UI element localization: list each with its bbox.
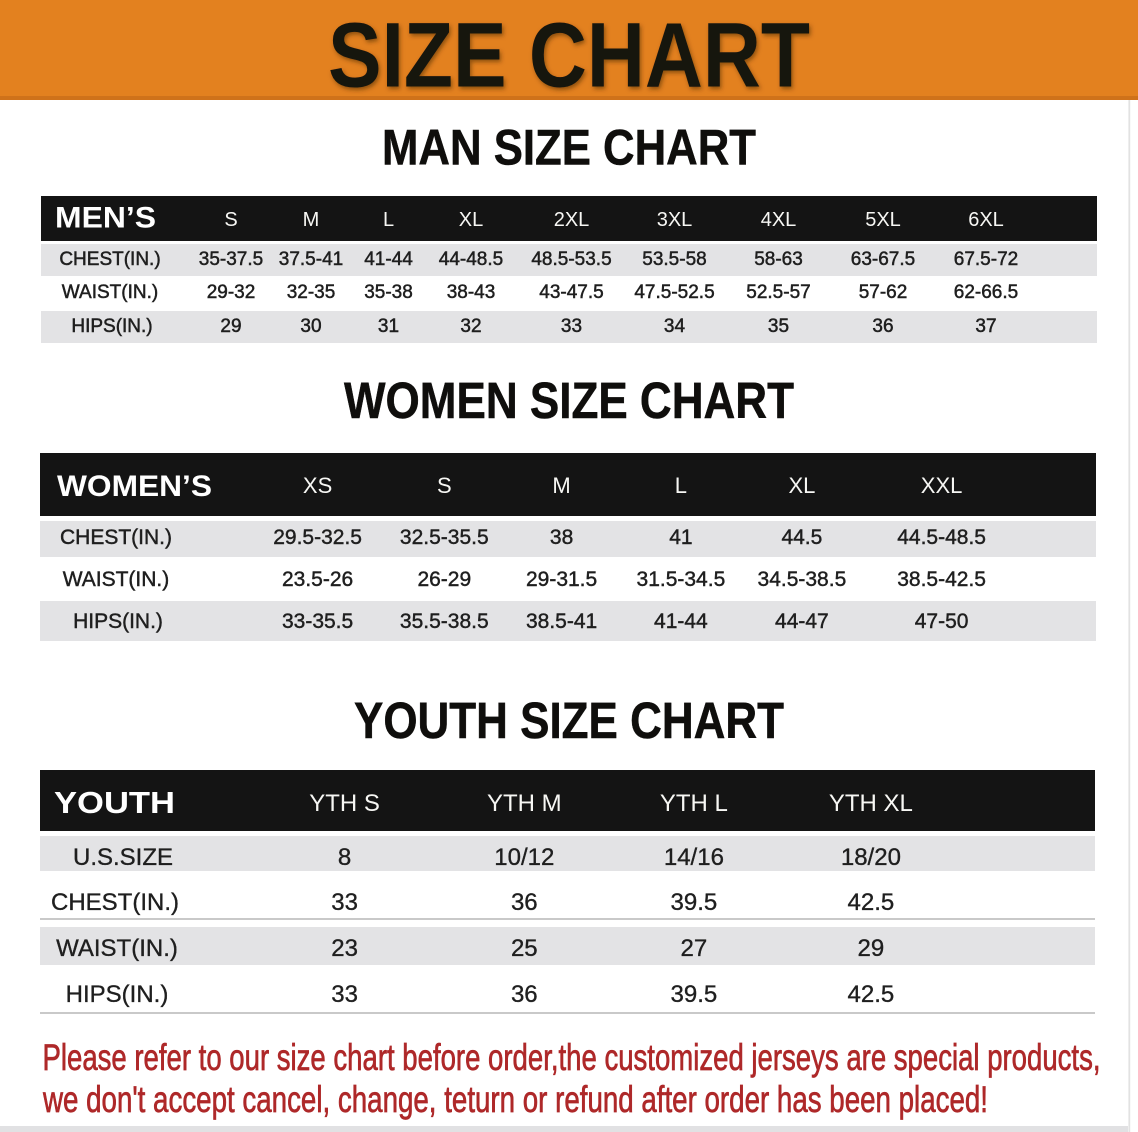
svg-text:M: M xyxy=(552,473,570,498)
svg-text:S: S xyxy=(224,209,237,231)
svg-text:MEN’S: MEN’S xyxy=(55,202,156,235)
svg-text:L: L xyxy=(383,209,394,231)
svg-text:18/20: 18/20 xyxy=(841,844,901,871)
svg-text:3XL: 3XL xyxy=(657,209,693,231)
svg-text:31.5-34.5: 31.5-34.5 xyxy=(637,568,726,591)
svg-text:6XL: 6XL xyxy=(968,209,1004,231)
svg-text:29: 29 xyxy=(220,316,241,337)
svg-text:CHEST(IN.): CHEST(IN.) xyxy=(51,889,179,916)
svg-text:XS: XS xyxy=(303,473,332,498)
svg-text:we don't accept cancel, change: we don't accept cancel, change, teturn o… xyxy=(42,1079,988,1120)
svg-text:SIZE CHART: SIZE CHART xyxy=(328,5,810,107)
svg-text:32-35: 32-35 xyxy=(287,282,336,303)
svg-text:YTH M: YTH M xyxy=(487,790,562,817)
svg-text:33: 33 xyxy=(331,981,358,1008)
svg-text:U.S.SIZE: U.S.SIZE xyxy=(73,844,173,871)
svg-text:25: 25 xyxy=(511,935,538,962)
svg-text:HIPS(IN.): HIPS(IN.) xyxy=(71,316,152,337)
svg-text:57-62: 57-62 xyxy=(859,282,908,303)
svg-text:33-35.5: 33-35.5 xyxy=(282,610,353,633)
svg-text:10/12: 10/12 xyxy=(494,844,554,871)
svg-text:38.5-42.5: 38.5-42.5 xyxy=(897,568,986,591)
svg-text:62-66.5: 62-66.5 xyxy=(954,282,1018,303)
svg-text:37: 37 xyxy=(975,316,996,337)
svg-text:42.5: 42.5 xyxy=(848,889,895,916)
svg-text:63-67.5: 63-67.5 xyxy=(851,249,915,270)
svg-text:47-50: 47-50 xyxy=(915,610,969,633)
svg-text:26-29: 26-29 xyxy=(417,568,471,591)
svg-text:36: 36 xyxy=(511,889,538,916)
svg-text:53.5-58: 53.5-58 xyxy=(642,249,706,270)
svg-text:35: 35 xyxy=(768,316,789,337)
svg-text:27: 27 xyxy=(681,935,708,962)
svg-text:WAIST(IN.): WAIST(IN.) xyxy=(63,568,170,591)
svg-text:5XL: 5XL xyxy=(865,209,901,231)
svg-text:36: 36 xyxy=(872,316,893,337)
svg-text:HIPS(IN.): HIPS(IN.) xyxy=(73,610,163,633)
svg-text:CHEST(IN.): CHEST(IN.) xyxy=(59,249,160,270)
svg-text:37.5-41: 37.5-41 xyxy=(279,249,343,270)
svg-text:39.5: 39.5 xyxy=(671,981,718,1008)
svg-text:14/16: 14/16 xyxy=(664,844,724,871)
svg-text:48.5-53.5: 48.5-53.5 xyxy=(531,249,611,270)
svg-text:41-44: 41-44 xyxy=(654,610,708,633)
svg-text:WOMEN SIZE CHART: WOMEN SIZE CHART xyxy=(344,372,794,429)
svg-text:23: 23 xyxy=(331,935,358,962)
svg-text:WOMEN’S: WOMEN’S xyxy=(57,470,212,503)
svg-text:Please refer to our size chart: Please refer to our size chart before or… xyxy=(43,1037,1101,1078)
svg-text:S: S xyxy=(437,473,452,498)
svg-text:58-63: 58-63 xyxy=(754,249,803,270)
svg-text:47.5-52.5: 47.5-52.5 xyxy=(634,282,714,303)
svg-text:35-38: 35-38 xyxy=(364,282,413,303)
svg-text:41: 41 xyxy=(669,526,692,549)
svg-text:44.5: 44.5 xyxy=(781,526,822,549)
svg-text:35-37.5: 35-37.5 xyxy=(199,249,263,270)
svg-text:XL: XL xyxy=(459,209,483,231)
svg-text:52.5-57: 52.5-57 xyxy=(746,282,810,303)
svg-text:29: 29 xyxy=(858,935,885,962)
svg-text:WAIST(IN.): WAIST(IN.) xyxy=(62,282,158,303)
svg-text:34.5-38.5: 34.5-38.5 xyxy=(758,568,847,591)
svg-text:44-47: 44-47 xyxy=(775,610,829,633)
svg-text:XL: XL xyxy=(788,473,815,498)
svg-text:CHEST(IN.): CHEST(IN.) xyxy=(60,526,172,549)
svg-text:42.5: 42.5 xyxy=(848,981,895,1008)
svg-text:2XL: 2XL xyxy=(554,209,590,231)
svg-text:44-48.5: 44-48.5 xyxy=(439,249,503,270)
svg-text:MAN SIZE CHART: MAN SIZE CHART xyxy=(382,120,756,176)
svg-text:YOUTH: YOUTH xyxy=(54,785,175,820)
svg-text:29-31.5: 29-31.5 xyxy=(526,568,597,591)
svg-text:XXL: XXL xyxy=(921,473,963,498)
svg-text:38-43: 38-43 xyxy=(447,282,496,303)
svg-text:L: L xyxy=(675,473,687,498)
svg-text:29-32: 29-32 xyxy=(207,282,256,303)
svg-text:29.5-32.5: 29.5-32.5 xyxy=(273,526,362,549)
svg-text:41-44: 41-44 xyxy=(364,249,413,270)
svg-text:23.5-26: 23.5-26 xyxy=(282,568,353,591)
svg-text:31: 31 xyxy=(378,316,399,337)
svg-text:32.5-35.5: 32.5-35.5 xyxy=(400,526,489,549)
svg-text:HIPS(IN.): HIPS(IN.) xyxy=(66,981,169,1008)
svg-text:33: 33 xyxy=(331,889,358,916)
svg-text:38.5-41: 38.5-41 xyxy=(526,610,597,633)
svg-text:43-47.5: 43-47.5 xyxy=(539,282,603,303)
svg-text:YOUTH SIZE CHART: YOUTH SIZE CHART xyxy=(354,692,784,749)
svg-text:32: 32 xyxy=(460,316,481,337)
svg-text:M: M xyxy=(303,209,320,231)
svg-text:4XL: 4XL xyxy=(761,209,797,231)
svg-text:33: 33 xyxy=(561,316,582,337)
svg-text:44.5-48.5: 44.5-48.5 xyxy=(897,526,986,549)
svg-text:YTH L: YTH L xyxy=(660,790,728,817)
svg-text:8: 8 xyxy=(338,844,351,871)
svg-text:38: 38 xyxy=(550,526,573,549)
svg-text:34: 34 xyxy=(664,316,686,337)
svg-text:YTH S: YTH S xyxy=(309,790,380,817)
svg-text:39.5: 39.5 xyxy=(671,889,718,916)
svg-text:67.5-72: 67.5-72 xyxy=(954,249,1018,270)
svg-text:36: 36 xyxy=(511,981,538,1008)
svg-text:35.5-38.5: 35.5-38.5 xyxy=(400,610,489,633)
svg-text:30: 30 xyxy=(300,316,321,337)
svg-text:YTH XL: YTH XL xyxy=(829,790,913,817)
svg-text:WAIST(IN.): WAIST(IN.) xyxy=(56,935,178,962)
